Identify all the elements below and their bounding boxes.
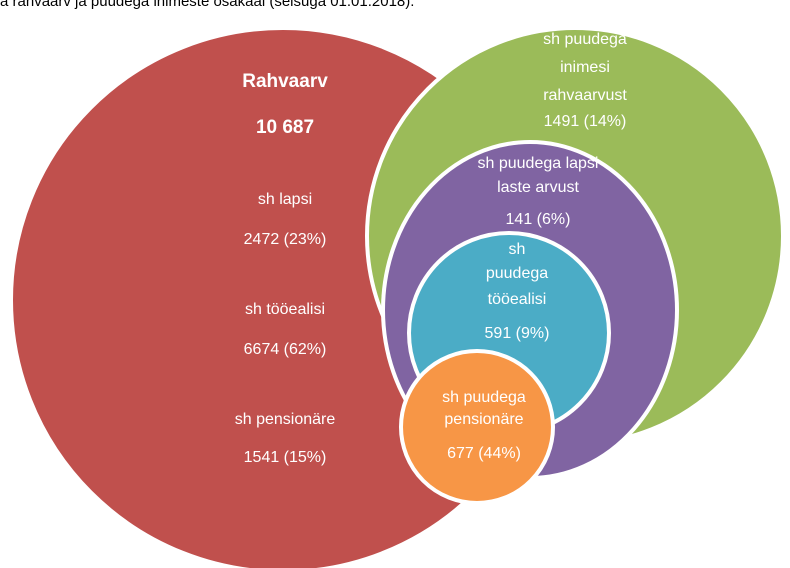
caption: a rahvaarv ja puudega inimeste osakaal (… xyxy=(0,0,414,10)
node-label: laste arvust xyxy=(497,179,579,196)
node-label: sh tööealisi xyxy=(245,301,325,318)
node-label: sh pensionäre xyxy=(235,411,336,428)
node-label: 2472 (23%) xyxy=(244,231,327,248)
node-label: puudega xyxy=(486,265,548,282)
node-label: 141 (6%) xyxy=(506,211,571,228)
node-label: pensionäre xyxy=(444,411,523,428)
node-label: rahvaarvust xyxy=(543,87,627,104)
node-label: tööealisi xyxy=(488,291,547,308)
pensioner-circle xyxy=(399,349,555,505)
node-label: 1541 (15%) xyxy=(244,449,327,466)
node-label: 591 (9%) xyxy=(485,325,550,342)
node-label: 1491 (14%) xyxy=(544,113,627,130)
node-label: sh puudega xyxy=(543,31,627,48)
node-label: Rahvaarv xyxy=(242,71,328,92)
node-label: sh puudega xyxy=(442,389,526,406)
node-label: sh xyxy=(509,241,526,258)
node-label: 677 (44%) xyxy=(447,445,521,462)
node-label: 6674 (62%) xyxy=(244,341,327,358)
node-label: inimesi xyxy=(560,59,610,76)
node-label: sh lapsi xyxy=(258,191,312,208)
node-label: 10 687 xyxy=(256,117,314,138)
node-label: sh puudega lapsi xyxy=(478,155,599,172)
